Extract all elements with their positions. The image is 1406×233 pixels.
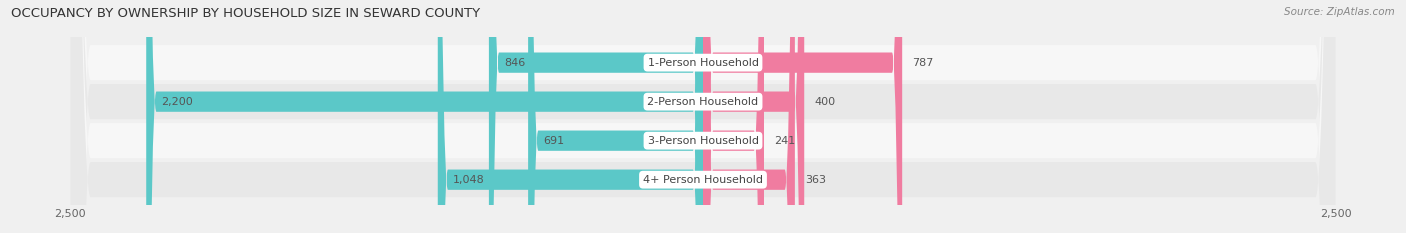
FancyBboxPatch shape [70,0,1336,233]
FancyBboxPatch shape [489,0,703,233]
FancyBboxPatch shape [703,0,903,233]
FancyBboxPatch shape [146,0,703,233]
Text: Source: ZipAtlas.com: Source: ZipAtlas.com [1284,7,1395,17]
Text: 241: 241 [775,136,796,146]
FancyBboxPatch shape [703,0,763,233]
Text: 787: 787 [912,58,934,68]
Text: 1-Person Household: 1-Person Household [648,58,758,68]
FancyBboxPatch shape [70,0,1336,233]
Text: 2-Person Household: 2-Person Household [647,97,759,107]
Text: 400: 400 [814,97,835,107]
FancyBboxPatch shape [70,0,1336,233]
Text: OCCUPANCY BY OWNERSHIP BY HOUSEHOLD SIZE IN SEWARD COUNTY: OCCUPANCY BY OWNERSHIP BY HOUSEHOLD SIZE… [11,7,481,20]
FancyBboxPatch shape [437,0,703,233]
Text: 3-Person Household: 3-Person Household [648,136,758,146]
Text: 691: 691 [543,136,564,146]
Text: 2,200: 2,200 [162,97,193,107]
Text: 1,048: 1,048 [453,175,485,185]
FancyBboxPatch shape [703,0,794,233]
Text: 363: 363 [806,175,825,185]
Text: 4+ Person Household: 4+ Person Household [643,175,763,185]
FancyBboxPatch shape [70,0,1336,233]
FancyBboxPatch shape [529,0,703,233]
FancyBboxPatch shape [703,0,804,233]
Text: 846: 846 [505,58,526,68]
